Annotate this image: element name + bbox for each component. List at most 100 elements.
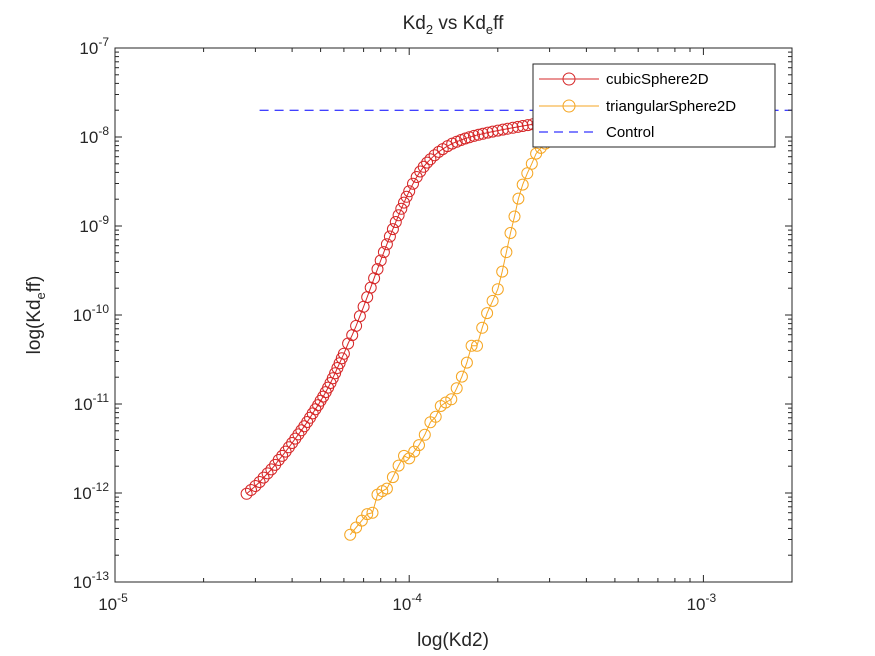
- data-point: [463, 131, 476, 144]
- data-point: [368, 272, 381, 285]
- y-tick-label-base: 10: [73, 573, 92, 592]
- legend: cubicSphere2D triangularSphere2D Control: [532, 63, 776, 148]
- y-tick-label-base: 10: [79, 217, 98, 236]
- data-point: [486, 294, 499, 307]
- data-point: [465, 339, 478, 352]
- legend-marker-cubicsphere2d: [562, 72, 576, 86]
- data-point: [265, 463, 278, 476]
- x-tick-label-base: 10: [687, 595, 706, 614]
- data-point: [286, 437, 299, 449]
- data-point: [344, 528, 357, 541]
- data-point: [380, 238, 393, 251]
- x-tick-label-base: 10: [98, 595, 117, 614]
- legend-label-triangularsphere2d: triangularSphere2D: [606, 98, 736, 115]
- data-point: [421, 156, 434, 169]
- data-point: [450, 382, 463, 395]
- data-point: [516, 120, 529, 132]
- y-tick-label-base: 10: [79, 39, 98, 58]
- y-tick-label-base: 10: [73, 484, 92, 503]
- y-tick-label: 10-12: [73, 480, 110, 503]
- series-line-triangularsphere2d: [349, 139, 550, 536]
- y-tick-label-exponent: -8: [98, 124, 109, 138]
- legend-item-cubicsphere2d: cubicSphere2D: [539, 71, 709, 88]
- data-point: [512, 192, 525, 205]
- data-point: [272, 454, 285, 466]
- data-point: [408, 445, 421, 458]
- data-point: [460, 356, 473, 369]
- data-point: [249, 480, 262, 492]
- data-point: [525, 157, 538, 170]
- data-point: [374, 254, 387, 267]
- data-point: [276, 449, 289, 462]
- chart-title-tail: ff: [493, 13, 504, 34]
- legend-label-control: Control: [606, 124, 654, 141]
- data-point: [472, 128, 485, 141]
- data-point: [386, 223, 399, 236]
- chart-title: Kd2 vs Kdeff: [403, 13, 504, 37]
- data-point: [392, 459, 405, 472]
- data-point: [481, 126, 494, 139]
- data-point: [257, 471, 270, 484]
- data-point: [240, 487, 253, 500]
- x-tick-label: 10-5: [98, 591, 128, 614]
- data-point: [511, 120, 524, 133]
- y-tick-label: 10-13: [73, 569, 110, 592]
- data-point: [508, 210, 521, 223]
- data-point: [398, 449, 410, 462]
- data-point: [413, 439, 425, 452]
- data-point: [253, 476, 266, 488]
- data-point: [491, 283, 504, 296]
- data-point: [245, 484, 257, 496]
- data-point: [389, 216, 402, 228]
- chart-title-subscript-1: 2: [426, 22, 433, 37]
- data-point: [468, 129, 480, 142]
- series-triangularsphere2d: [344, 134, 556, 541]
- y-tick-label: 10-9: [79, 213, 109, 236]
- data-point: [403, 185, 416, 198]
- y-tick-label-exponent: -7: [98, 35, 109, 49]
- y-axis-title: log(Kdeff): [24, 276, 48, 355]
- chart-title-subscript-2: e: [486, 22, 493, 37]
- data-point: [445, 393, 458, 406]
- data-point: [371, 263, 384, 276]
- y-tick-label: 10-10: [73, 302, 110, 325]
- data-point: [439, 396, 452, 409]
- data-point: [417, 160, 430, 173]
- chart-title-main: Kd: [403, 13, 426, 34]
- data-point: [500, 246, 513, 259]
- x-tick-label-exponent: -3: [706, 591, 717, 605]
- x-tick-label: 10-3: [687, 591, 717, 614]
- y-tick-label-exponent: -9: [98, 213, 109, 227]
- y-axis-title-post: ff): [24, 276, 45, 293]
- y-axis-title-pre: log(Kd: [24, 299, 45, 354]
- data-point: [496, 265, 509, 278]
- tick-layer: 10-5 10-4 10-310-1310-1210-1110-1010-910-8…: [73, 35, 793, 614]
- data-point: [521, 167, 534, 180]
- y-tick-label: 10-11: [74, 391, 110, 414]
- data-point: [386, 471, 399, 484]
- data-point: [289, 432, 302, 445]
- data-point: [337, 347, 350, 360]
- y-tick-label-exponent: -12: [92, 480, 110, 494]
- data-point: [506, 121, 519, 134]
- data-point: [295, 424, 308, 437]
- data-point: [377, 246, 390, 259]
- data-point: [424, 153, 437, 166]
- x-tick-label: 10-4: [392, 591, 422, 614]
- data-point: [432, 145, 445, 158]
- data-point: [471, 339, 483, 352]
- legend-label-cubicsphere2d: cubicSphere2D: [606, 71, 709, 88]
- x-axis-title: log(Kd2): [417, 630, 489, 651]
- data-point: [392, 209, 405, 222]
- legend-marker-triangularsphere2d: [562, 99, 576, 113]
- data-point: [361, 508, 374, 521]
- data-point: [429, 410, 442, 423]
- y-tick-label-base: 10: [79, 128, 98, 147]
- legend-item-control: Control: [539, 124, 654, 141]
- data-point: [491, 124, 504, 137]
- y-tick-label-exponent: -11: [93, 391, 110, 405]
- data-point: [282, 441, 295, 454]
- data-point: [380, 482, 393, 495]
- x-tick-label-base: 10: [392, 595, 411, 614]
